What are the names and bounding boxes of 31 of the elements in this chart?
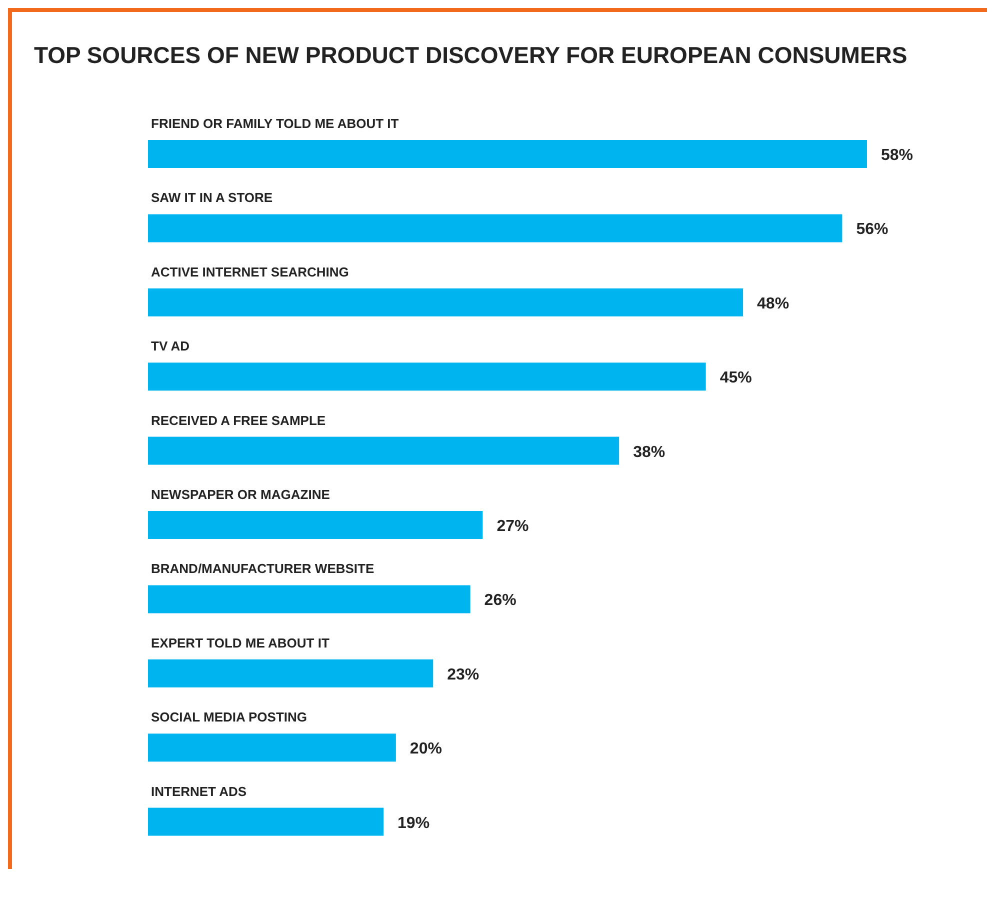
chart-title: TOP SOURCES OF NEW PRODUCT DISCOVERY FOR EUROPEAN CONSUMERS bbox=[33, 41, 908, 69]
bar bbox=[148, 511, 483, 539]
bar bbox=[148, 214, 842, 242]
bar bbox=[148, 140, 867, 168]
data-label: 38% bbox=[633, 444, 666, 461]
data-label: 27% bbox=[496, 518, 529, 535]
data-label: 58% bbox=[881, 147, 914, 164]
y-tick-label: INTERNET ADS bbox=[151, 784, 247, 799]
bar bbox=[148, 585, 470, 614]
data-label: 20% bbox=[410, 740, 442, 758]
data-label: 45% bbox=[720, 370, 752, 387]
data-label: 23% bbox=[447, 666, 480, 684]
bar bbox=[148, 362, 706, 391]
data-label: 19% bbox=[398, 814, 430, 832]
bar bbox=[148, 288, 744, 316]
bar bbox=[148, 659, 434, 688]
data-label: 56% bbox=[856, 221, 888, 238]
y-tick-label: RECEIVED A FREE SAMPLE bbox=[151, 412, 326, 428]
y-tick-label: SOCIAL MEDIA POSTING bbox=[151, 710, 308, 725]
data-label: 26% bbox=[484, 592, 516, 610]
bar bbox=[148, 808, 384, 836]
y-tick-label: FRIEND OR FAMILY TOLD ME ABOUT IT bbox=[151, 116, 399, 131]
y-tick-label: ACTIVE INTERNET SEARCHING bbox=[151, 264, 349, 280]
data-label: 48% bbox=[757, 295, 790, 312]
y-tick-label: NEWSPAPER OR MAGAZINE bbox=[151, 487, 330, 502]
y-tick-label: TV AD bbox=[151, 338, 190, 354]
y-tick-label: EXPERT TOLD ME ABOUT IT bbox=[151, 635, 330, 650]
y-tick-label: SAW IT IN A STORE bbox=[151, 190, 273, 206]
y-tick-label: BRAND/MANUFACTURER WEBSITE bbox=[151, 561, 374, 576]
bar bbox=[148, 436, 620, 465]
bar bbox=[148, 734, 396, 762]
